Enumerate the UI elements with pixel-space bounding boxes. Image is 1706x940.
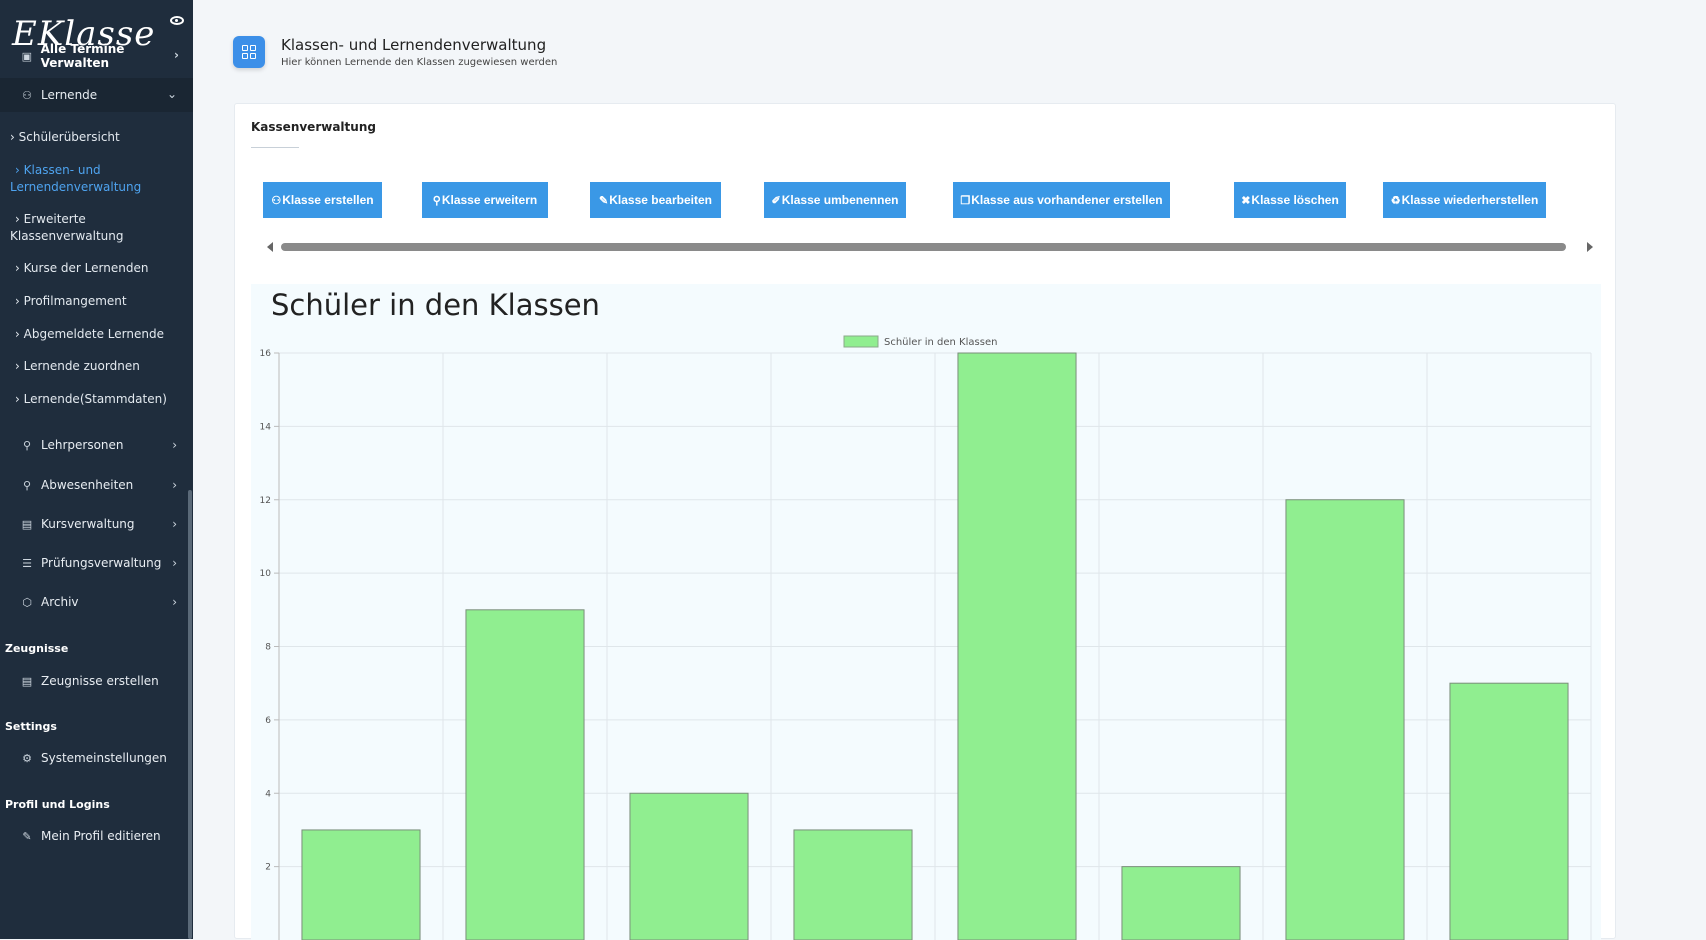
pencil-icon: ✐ — [771, 194, 781, 207]
page-subtitle: Hier können Lernende den Klassen zugewie… — [281, 57, 558, 68]
users-icon: ⚇ — [271, 194, 282, 207]
visibility-toggle-icon[interactable] — [170, 16, 184, 25]
app-logo: EKlasse — [12, 14, 156, 54]
chevron-right-icon: › — [172, 517, 177, 531]
sidebar-item-zeugnisse-erstellen[interactable]: ▤ Zeugnisse erstellen — [21, 674, 159, 688]
rename-class-button[interactable]: ✐ Klasse umbenennen — [764, 182, 906, 218]
chevron-right-icon: › — [172, 438, 177, 452]
edit-class-button[interactable]: ✎ Klasse bearbeiten — [590, 182, 721, 218]
box-icon: ⬡ — [22, 595, 32, 609]
edit-icon: ✎ — [599, 194, 609, 207]
recycle-icon: ♻ — [1390, 194, 1401, 207]
bar-chart: 2 4 6 8 10 12 14 16 Schüler in den Klassen — [260, 335, 1592, 940]
file-icon: ▤ — [21, 674, 33, 688]
legend-label: Schüler in den Klassen — [884, 337, 997, 348]
sidebar-group-lernende[interactable]: ⚇ Lernende ⌄ — [0, 78, 193, 112]
card-title: Kassenverwaltung — [251, 120, 376, 134]
chevron-right-icon: › — [172, 478, 177, 492]
chevron-right-icon: › — [174, 48, 179, 62]
sidebar-item-kursverwaltung[interactable]: ▤ Kursverwaltung › — [21, 517, 177, 531]
scroll-left-icon[interactable] — [267, 242, 273, 252]
sidebar-item-lehrpersonen[interactable]: ⚲ Lehrpersonen › — [0, 432, 193, 458]
extend-class-button[interactable]: ⚲ Klasse erweitern — [422, 182, 548, 218]
create-from-existing-button[interactable]: ❐ Klasse aus vorhandener erstellen — [953, 182, 1170, 218]
chart-container: Schüler in den Klassen 2 4 6 8 10 12 14 16 Schül… — [251, 284, 1601, 940]
scroll-right-icon[interactable] — [1587, 242, 1593, 252]
sidebar-item-archiv[interactable]: ⬡ Archiv › — [0, 589, 193, 615]
y-tick-label: 8 — [265, 643, 271, 653]
grid-icon — [233, 36, 265, 68]
chevron-right-icon: › — [172, 556, 177, 570]
y-tick-label: 16 — [260, 349, 272, 359]
y-tick-label: 14 — [260, 422, 272, 432]
sidebar: EKlasse ▣ Alle Termine Verwalten › ⚇ Ler… — [0, 0, 193, 939]
sidebar-sub-erweiterte[interactable]: › Erweiterte Klassenverwaltung — [10, 212, 124, 243]
sidebar-item-systemeinstellungen[interactable]: ⚙ Systemeinstellungen — [0, 745, 193, 771]
sidebar-scrollbar[interactable] — [188, 490, 192, 939]
restore-class-button[interactable]: ♻ Klasse wiederherstellen — [1383, 182, 1546, 218]
sidebar-sub-klassenverwaltung[interactable]: › Klassen- und Lernendenverwaltung — [10, 163, 142, 194]
y-tick-label: 12 — [260, 496, 271, 506]
sidebar-sub-kurse[interactable]: › Kurse der Lernenden — [15, 261, 149, 275]
sidebar-sub-schueleruebersicht[interactable]: › Schülerübersicht — [10, 130, 120, 144]
bar — [1449, 682, 1569, 940]
y-tick-label: 4 — [265, 789, 271, 799]
sidebar-group-label: Lernende — [41, 88, 98, 102]
sidebar-item-pruefungsverwaltung[interactable]: ☰ Prüfungsverwaltung › — [0, 550, 193, 576]
person-icon: ⚲ — [22, 438, 32, 452]
y-tick-label: 6 — [265, 716, 271, 726]
list-icon: ☰ — [22, 556, 32, 570]
bar — [1285, 499, 1405, 940]
chart-title: Schüler in den Klassen — [271, 288, 600, 322]
bar — [793, 829, 913, 940]
sidebar-item-label: Alle Termine Verwalten — [40, 42, 125, 70]
sidebar-item-mein-profil[interactable]: ✎ Mein Profil editieren — [0, 823, 193, 849]
section-title-zeugnisse: Zeugnisse — [5, 642, 69, 655]
page-title: Klassen- und Lernendenverwaltung — [281, 36, 547, 54]
y-tick-label: 2 — [265, 863, 271, 873]
bar — [629, 792, 749, 940]
chevron-right-icon: › — [172, 595, 177, 609]
edit-icon: ✎ — [22, 829, 32, 843]
delete-class-button[interactable]: ✖ Klasse löschen — [1234, 182, 1346, 218]
sidebar-sub-stammdaten[interactable]: › Lernende(Stammdaten) — [15, 392, 167, 406]
bar — [301, 829, 421, 940]
file-icon: ▤ — [21, 517, 33, 531]
y-tick-label: 10 — [260, 569, 272, 579]
bar — [465, 609, 585, 940]
bar — [957, 352, 1077, 940]
copy-icon: ❐ — [960, 194, 971, 207]
create-class-button[interactable]: ⚇ Klasse erstellen — [263, 182, 382, 218]
sidebar-sub-zuordnen[interactable]: › Lernende zuordnen — [15, 359, 140, 373]
close-icon: ✖ — [1241, 194, 1251, 207]
chevron-down-icon: ⌄ — [166, 87, 177, 101]
divider — [251, 147, 299, 148]
sidebar-sub-abgemeldet[interactable]: › Abgemeldete Lernende — [15, 327, 164, 341]
button-bar-scrollbar[interactable] — [267, 242, 1593, 252]
class-management-card: Kassenverwaltung ⚇ Klasse erstellen ⚲ Klas… — [234, 103, 1616, 940]
sidebar-item-abwesenheiten[interactable]: ⚲ Abwesenheiten › — [0, 472, 193, 498]
section-title-settings: Settings — [5, 720, 57, 733]
sidebar-sub-profil[interactable]: › Profilmangement — [15, 294, 127, 308]
sidebar-item-termine[interactable]: ▣ Alle Termine Verwalten › — [0, 42, 193, 70]
bar — [1121, 866, 1241, 940]
users-icon: ⚇ — [22, 88, 32, 102]
calendar-icon: ▣ — [21, 49, 33, 63]
gear-icon: ⚙ — [22, 751, 32, 765]
user-minus-icon: ⚲ — [22, 478, 32, 492]
user-plus-icon: ⚲ — [432, 194, 441, 207]
legend-swatch — [843, 335, 879, 348]
section-title-profil: Profil und Logins — [5, 798, 110, 811]
scrollbar-thumb[interactable] — [281, 243, 1566, 251]
